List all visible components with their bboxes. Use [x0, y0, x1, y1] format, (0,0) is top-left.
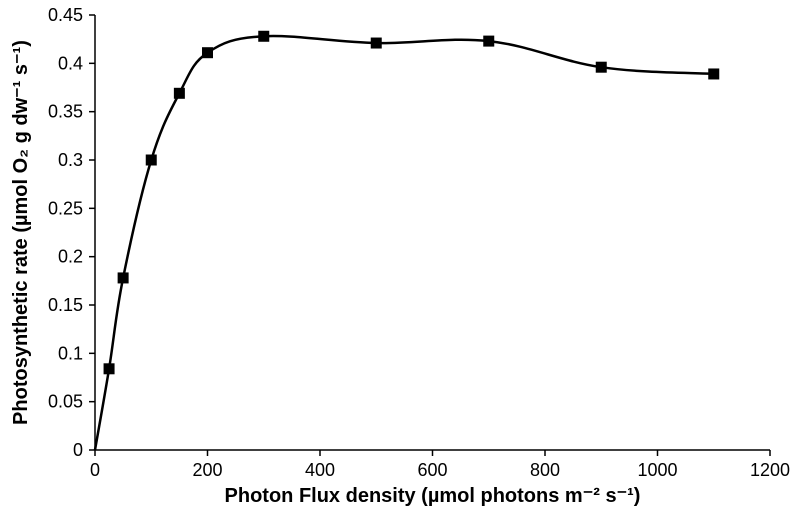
series-line: [95, 36, 714, 450]
x-tick-label: 800: [530, 460, 560, 480]
chart-svg: 0 200 400 600 800 1000 1200 0 0.05 0.1 0.15 0.2 0.25…: [0, 0, 793, 520]
y-tick-label: 0.45: [48, 5, 83, 25]
data-marker: [202, 47, 213, 58]
photosynthesis-chart: 0 200 400 600 800 1000 1200 0 0.05 0.1 0.15 0.2 0.25…: [0, 0, 793, 520]
y-tick-label: 0.3: [58, 150, 83, 170]
x-axis-title: Photon Flux density (µmol photons m⁻² s⁻…: [225, 485, 641, 507]
y-tick-label: 0.15: [48, 295, 83, 315]
y-axis-title: Photosynthetic rate (µmol O₂ g dw⁻¹ s⁻¹): [10, 40, 32, 425]
x-tick-label: 1000: [637, 460, 677, 480]
y-tick-label: 0: [73, 440, 83, 460]
y-tick-label: 0.2: [58, 247, 83, 267]
data-marker: [104, 363, 115, 374]
x-tick-label: 1200: [750, 460, 790, 480]
data-marker: [596, 62, 607, 73]
y-tick-label: 0.4: [58, 53, 83, 73]
x-tick-label: 600: [417, 460, 447, 480]
data-marker: [483, 36, 494, 47]
x-tick-label: 200: [192, 460, 222, 480]
data-marker: [258, 31, 269, 42]
x-tick-label: 400: [305, 460, 335, 480]
data-marker: [708, 68, 719, 79]
y-tick-label: 0.1: [58, 343, 83, 363]
y-tick-label: 0.35: [48, 102, 83, 122]
data-marker: [118, 272, 129, 283]
data-marker: [371, 38, 382, 49]
y-tick-label: 0.05: [48, 392, 83, 412]
y-tick-label: 0.25: [48, 198, 83, 218]
data-marker: [174, 88, 185, 99]
x-tick-label: 0: [90, 460, 100, 480]
data-marker: [146, 155, 157, 166]
